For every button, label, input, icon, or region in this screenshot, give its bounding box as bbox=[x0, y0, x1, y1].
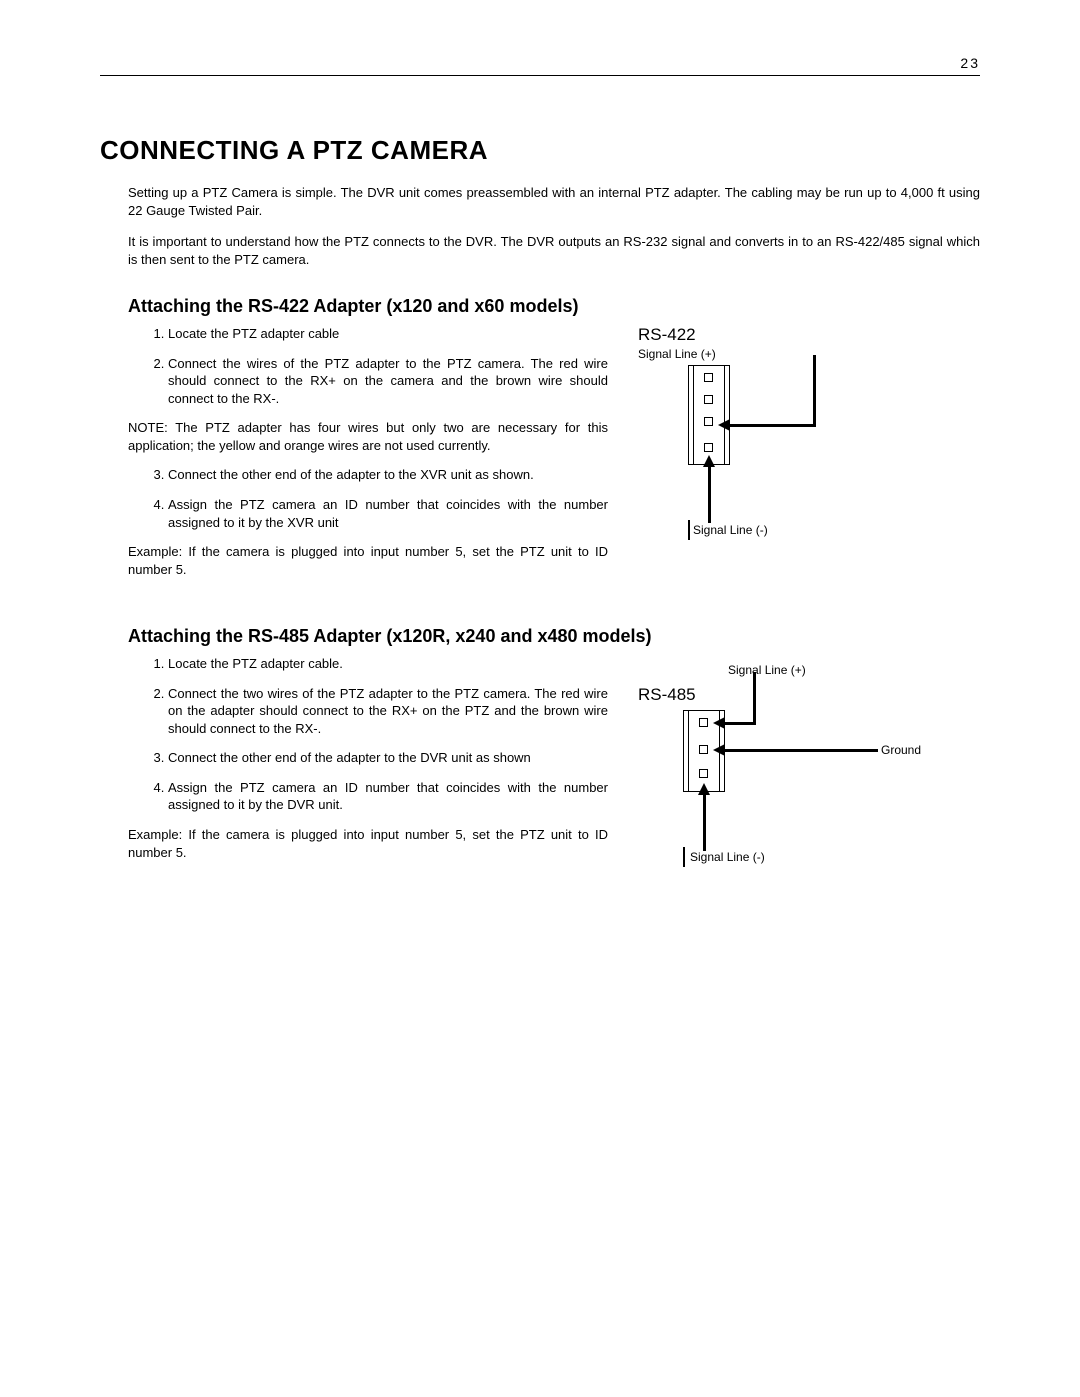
section1-steps: Locate the PTZ adapter cable Connect the… bbox=[128, 325, 608, 407]
rs422-signal-plus-label: Signal Line (+) bbox=[638, 347, 716, 361]
rs485-ground-label: Ground bbox=[881, 743, 921, 757]
rs485-plus-vline bbox=[753, 672, 756, 725]
section1-diagram-col: RS-422 Signal Line (+) bbox=[608, 325, 980, 590]
rs485-ground-hline bbox=[723, 749, 878, 752]
rs485-left-tick bbox=[683, 847, 685, 867]
list-item: Connect the two wires of the PTZ adapter… bbox=[168, 685, 608, 738]
rs485-ground-arrow bbox=[713, 744, 725, 756]
rs422-title: RS-422 bbox=[638, 325, 696, 345]
rs422-diagram: RS-422 Signal Line (+) bbox=[638, 325, 980, 555]
rs485-diagram: Signal Line (+) RS-485 bbox=[638, 655, 980, 885]
section1-example: Example: If the camera is plugged into i… bbox=[128, 543, 608, 578]
rs485-pin-3 bbox=[699, 769, 708, 778]
section2-example: Example: If the camera is plugged into i… bbox=[128, 826, 608, 861]
rs422-plus-vline bbox=[813, 355, 816, 427]
rs485-pin-2 bbox=[699, 745, 708, 754]
section2-text: Locate the PTZ adapter cable. Connect th… bbox=[128, 655, 608, 885]
rs422-pin-2 bbox=[704, 395, 713, 404]
rs485-plus-arrow bbox=[713, 717, 725, 729]
rs485-signal-minus-label: Signal Line (-) bbox=[690, 850, 765, 864]
page: 23 CONNECTING A PTZ CAMERA Setting up a … bbox=[0, 0, 1080, 1397]
section2-heading: Attaching the RS-485 Adapter (x120R, x24… bbox=[128, 626, 980, 647]
rs485-plus-hline bbox=[723, 722, 756, 725]
section2-steps: Locate the PTZ adapter cable. Connect th… bbox=[128, 655, 608, 814]
section2-diagram-col: Signal Line (+) RS-485 bbox=[608, 655, 980, 885]
list-item: Assign the PTZ camera an ID number that … bbox=[168, 496, 608, 531]
intro-paragraph-1: Setting up a PTZ Camera is simple. The D… bbox=[128, 184, 980, 219]
rs422-pin-4 bbox=[704, 443, 713, 452]
list-item: Connect the wires of the PTZ adapter to … bbox=[168, 355, 608, 408]
rs422-left-tick bbox=[688, 520, 690, 540]
list-item: Connect the other end of the adapter to … bbox=[168, 749, 608, 767]
page-title: CONNECTING A PTZ CAMERA bbox=[100, 135, 980, 166]
rs485-pin-1 bbox=[699, 718, 708, 727]
intro-block: Setting up a PTZ Camera is simple. The D… bbox=[128, 184, 980, 268]
section1-text: Locate the PTZ adapter cable Connect the… bbox=[128, 325, 608, 590]
page-number: 23 bbox=[960, 55, 980, 71]
list-item: Assign the PTZ camera an ID number that … bbox=[168, 779, 608, 814]
rs422-pin-1 bbox=[704, 373, 713, 382]
rs485-minus-vline bbox=[703, 793, 706, 851]
list-item: Locate the PTZ adapter cable bbox=[168, 325, 608, 343]
rs422-plus-arrow bbox=[718, 419, 730, 431]
section2-body: Locate the PTZ adapter cable. Connect th… bbox=[128, 655, 980, 885]
rs485-title: RS-485 bbox=[638, 685, 696, 705]
section1-body: Locate the PTZ adapter cable Connect the… bbox=[128, 325, 980, 590]
rs422-plus-hline bbox=[728, 424, 816, 427]
list-item: Connect the other end of the adapter to … bbox=[168, 466, 608, 484]
list-item: Locate the PTZ adapter cable. bbox=[168, 655, 608, 673]
section1-heading: Attaching the RS-422 Adapter (x120 and x… bbox=[128, 296, 980, 317]
section1-note: NOTE: The PTZ adapter has four wires but… bbox=[128, 419, 608, 454]
rs422-pin-3 bbox=[704, 417, 713, 426]
intro-paragraph-2: It is important to understand how the PT… bbox=[128, 233, 980, 268]
rs485-signal-plus-label: Signal Line (+) bbox=[728, 663, 806, 677]
rs422-signal-minus-label: Signal Line (-) bbox=[693, 523, 768, 537]
rs422-minus-arrow bbox=[703, 455, 715, 467]
content: CONNECTING A PTZ CAMERA Setting up a PTZ… bbox=[100, 135, 980, 885]
rs422-minus-vline bbox=[708, 465, 711, 523]
rs485-minus-arrow bbox=[698, 783, 710, 795]
top-rule bbox=[100, 75, 980, 76]
section1-steps-cont: Connect the other end of the adapter to … bbox=[128, 466, 608, 531]
